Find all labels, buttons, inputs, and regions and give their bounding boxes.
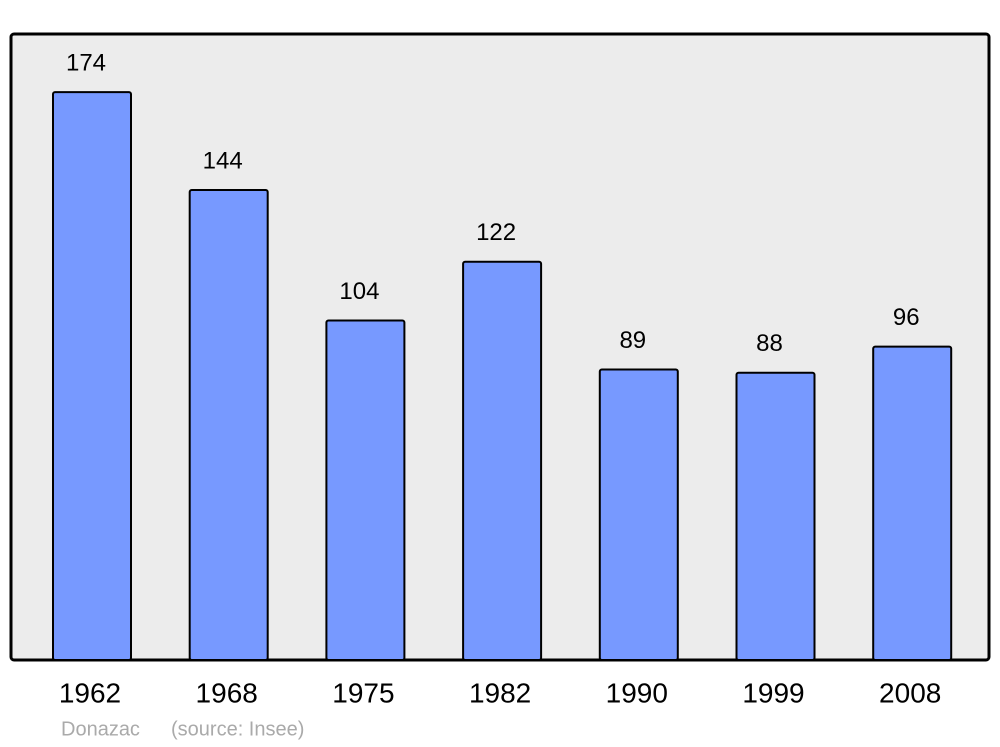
category-label: 1975 <box>332 677 394 708</box>
place-name: Donazac <box>61 718 140 740</box>
bar <box>188 188 269 661</box>
value-label: 144 <box>203 147 243 174</box>
bar <box>462 260 543 661</box>
bar <box>325 319 406 661</box>
bars <box>52 91 953 661</box>
category-label: 1982 <box>469 677 531 708</box>
bar <box>735 371 816 661</box>
bar <box>872 345 953 661</box>
source-note: (source: Insee) <box>171 718 304 740</box>
category-label: 1968 <box>196 677 258 708</box>
category-label: 2008 <box>879 677 941 708</box>
value-label: 96 <box>893 304 920 331</box>
value-label: 104 <box>339 278 379 305</box>
value-label: 89 <box>619 327 646 354</box>
bar <box>598 368 679 661</box>
category-label: 1962 <box>59 677 121 708</box>
value-label: 88 <box>756 330 783 357</box>
bar <box>52 91 132 661</box>
category-label: 1990 <box>606 677 668 708</box>
value-label: 122 <box>476 219 516 246</box>
value-label: 174 <box>66 49 106 76</box>
category-label: 1999 <box>742 677 804 708</box>
